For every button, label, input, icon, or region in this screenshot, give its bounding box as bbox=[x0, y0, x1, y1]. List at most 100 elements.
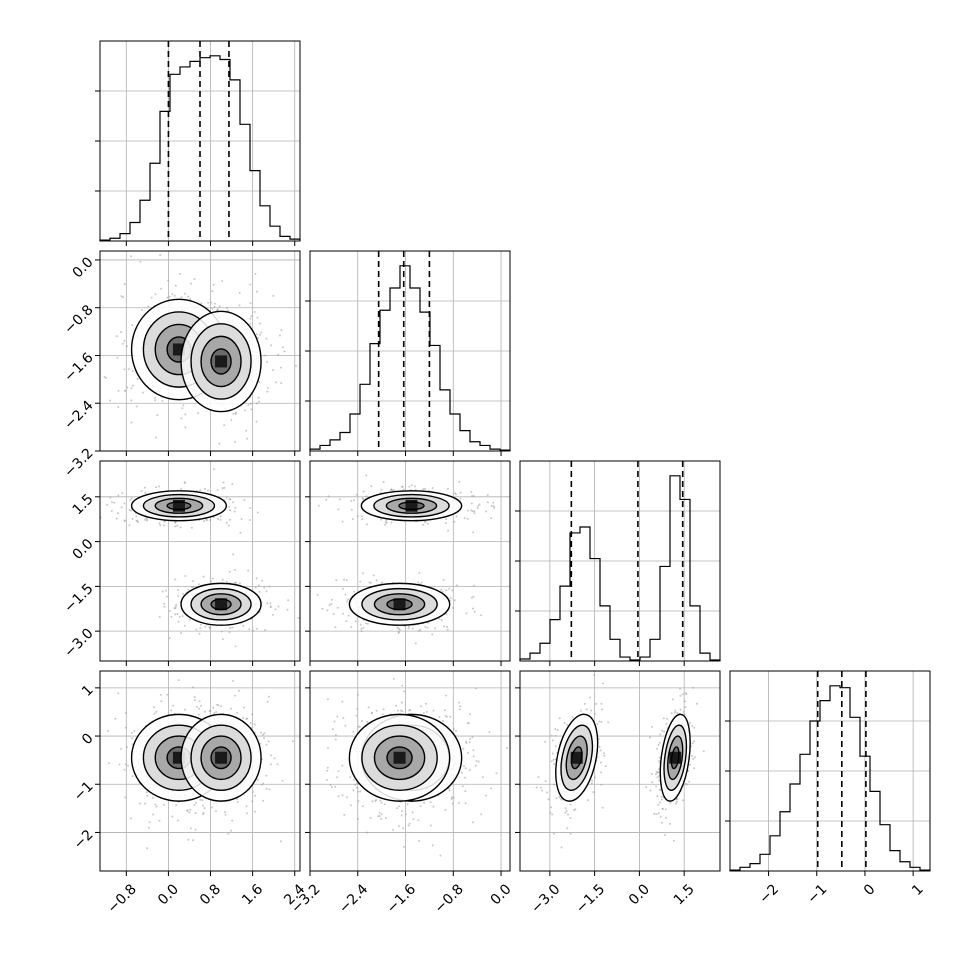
scatter-point bbox=[268, 695, 270, 698]
scatter-point bbox=[472, 531, 475, 534]
scatter-point bbox=[326, 766, 329, 769]
scatter-point bbox=[124, 796, 127, 799]
scatter-point bbox=[186, 809, 189, 812]
scatter-point bbox=[566, 723, 569, 726]
x-tick-label: −2.4 bbox=[336, 881, 371, 916]
scatter-point bbox=[353, 590, 355, 593]
scatter-point bbox=[366, 720, 369, 723]
scatter-point bbox=[464, 767, 467, 770]
scatter-point bbox=[219, 515, 222, 518]
scatter-point bbox=[426, 626, 429, 629]
scatter-point bbox=[441, 590, 444, 593]
scatter-point bbox=[554, 745, 557, 748]
scatter-point bbox=[148, 826, 150, 829]
scatter-point bbox=[182, 404, 185, 407]
contour-0-2 bbox=[385, 497, 438, 514]
scatter-point bbox=[249, 283, 252, 286]
scatter-point bbox=[464, 802, 467, 805]
scatter-point bbox=[408, 709, 411, 712]
panel-frame bbox=[309, 460, 511, 662]
scatter-point bbox=[256, 778, 259, 781]
scatter-point bbox=[594, 712, 596, 715]
contour-0-2 bbox=[154, 497, 204, 514]
scatter-point bbox=[198, 707, 201, 710]
contour-1-3 bbox=[210, 598, 232, 611]
scatter-point bbox=[356, 707, 359, 710]
scatter-point bbox=[465, 612, 468, 615]
scatter-point bbox=[431, 487, 434, 489]
contour-1-1 bbox=[361, 724, 438, 791]
scatter-point bbox=[426, 710, 428, 713]
scatter-point bbox=[372, 574, 375, 577]
scatter-point bbox=[420, 581, 423, 584]
scatter-point bbox=[398, 628, 401, 631]
scatter-point bbox=[258, 322, 261, 325]
scatter-point bbox=[211, 806, 213, 809]
scatter-point bbox=[274, 608, 277, 611]
scatter-point bbox=[228, 498, 231, 501]
scatter-point bbox=[118, 763, 121, 766]
scatter-point bbox=[451, 589, 454, 592]
scatter-point bbox=[207, 301, 210, 304]
scatter-point bbox=[551, 739, 554, 742]
scatter-point bbox=[380, 518, 382, 521]
scatter-content bbox=[100, 671, 300, 871]
scatter-point bbox=[273, 757, 276, 760]
scatter-point bbox=[334, 626, 337, 629]
scatter-point bbox=[254, 586, 257, 589]
scatter-point bbox=[474, 764, 477, 767]
scatter-point bbox=[569, 817, 572, 819]
scatter-point bbox=[417, 581, 420, 584]
scatter-point bbox=[455, 515, 458, 518]
scatter-point bbox=[255, 420, 258, 423]
scatter-point bbox=[356, 693, 359, 696]
scatter-point bbox=[369, 817, 372, 819]
scatter-point bbox=[473, 610, 476, 613]
scatter-point bbox=[352, 730, 355, 733]
scatter-point bbox=[147, 305, 150, 308]
scatter-point bbox=[158, 522, 161, 525]
scatter-point bbox=[681, 693, 684, 696]
scatter-point bbox=[123, 389, 126, 392]
contour-1-2 bbox=[200, 593, 242, 616]
scatter-point bbox=[256, 402, 258, 405]
scatter-point bbox=[212, 283, 215, 286]
scatter-point bbox=[486, 494, 489, 496]
scatter-point bbox=[558, 717, 561, 720]
scatter-point bbox=[425, 702, 427, 705]
scatter-point bbox=[347, 614, 350, 617]
scatter-point bbox=[154, 396, 157, 399]
scatter-point bbox=[599, 749, 602, 752]
scatter-point bbox=[676, 798, 678, 801]
scatter-point bbox=[450, 796, 453, 799]
scatter-point bbox=[441, 719, 444, 722]
scatter-point bbox=[127, 764, 129, 767]
scatter-point bbox=[426, 522, 429, 525]
scatter-point bbox=[475, 760, 478, 762]
scatter-point bbox=[173, 294, 176, 297]
scatter-point bbox=[107, 729, 109, 732]
scatter-point bbox=[347, 598, 350, 601]
scatter-point bbox=[601, 708, 604, 711]
scatter-point bbox=[117, 406, 120, 408]
scatter-point bbox=[653, 812, 656, 815]
scatter-point bbox=[380, 817, 383, 820]
scatter-point bbox=[592, 791, 595, 794]
scatter-point bbox=[131, 737, 133, 740]
x-tick-label: 1.5 bbox=[671, 881, 698, 908]
scatter-point bbox=[123, 519, 126, 522]
scatter-point bbox=[247, 569, 250, 572]
scatter-point bbox=[390, 521, 393, 524]
scatter-point bbox=[408, 625, 411, 628]
contour-1-2 bbox=[200, 735, 242, 781]
scatter-point bbox=[122, 296, 125, 299]
scatter-point bbox=[440, 588, 443, 591]
scatter-point bbox=[472, 595, 475, 598]
scatter-point bbox=[459, 491, 462, 494]
scatter-point bbox=[174, 613, 177, 616]
scatter-point bbox=[661, 807, 664, 810]
scatter-point bbox=[357, 725, 360, 728]
scatter-point bbox=[551, 813, 554, 816]
scatter-point bbox=[250, 315, 253, 318]
scatter-point bbox=[321, 607, 324, 610]
